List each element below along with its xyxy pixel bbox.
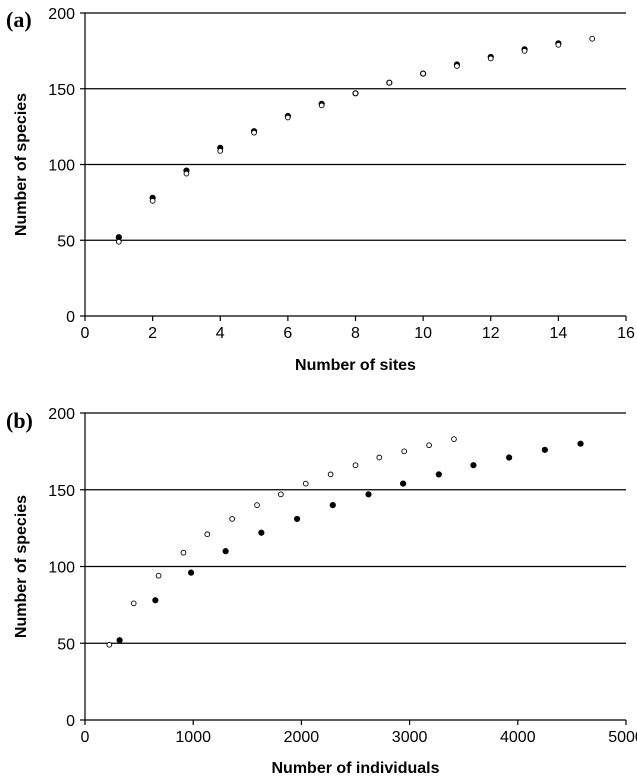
data-point-open — [426, 442, 432, 449]
data-point-open — [401, 448, 408, 455]
data-point-open — [229, 516, 236, 522]
data-point-open — [487, 55, 494, 62]
data-point-open — [251, 129, 257, 136]
data-point-filled — [293, 515, 301, 523]
x-tick-label: 14 — [549, 325, 567, 342]
data-point-open — [420, 70, 426, 77]
y-axis-title: Number of species — [13, 495, 30, 638]
data-point-filled — [152, 597, 159, 604]
data-point-open — [454, 63, 460, 69]
data-point-filled — [365, 491, 372, 498]
data-point-filled — [329, 502, 336, 509]
data-point-open — [589, 35, 596, 42]
x-tick-label: 10 — [414, 325, 432, 342]
data-point-open — [318, 102, 325, 109]
data-point-open — [521, 48, 528, 54]
x-axis-title: Number of individuals — [271, 760, 439, 777]
data-point-filled — [187, 569, 195, 576]
data-point-open — [386, 79, 393, 86]
data-point-open — [302, 480, 309, 487]
data-point-open — [352, 462, 359, 469]
y-tick-label: 100 — [48, 158, 75, 175]
data-point-filled — [116, 637, 123, 644]
data-point-open — [130, 600, 137, 607]
y-tick-label: 0 — [66, 713, 75, 730]
data-point-open — [115, 238, 122, 245]
x-axis-title: Number of sites — [295, 357, 416, 374]
data-point-open — [277, 491, 284, 498]
data-point-open — [217, 148, 224, 154]
data-point-filled — [400, 480, 407, 487]
y-tick-label: 100 — [48, 560, 75, 577]
data-point-open — [204, 531, 211, 538]
data-point-filled — [435, 471, 442, 478]
x-tick-label: 3000 — [392, 729, 428, 746]
data-point-open — [327, 471, 334, 478]
data-point-open — [254, 502, 260, 508]
x-tick-label: 4 — [216, 325, 225, 342]
x-tick-label: 1000 — [175, 729, 211, 746]
data-point-open — [155, 572, 162, 579]
y-tick-label: 50 — [57, 636, 75, 653]
y-tick-label: 150 — [48, 483, 75, 500]
data-point-filled — [541, 446, 548, 453]
x-tick-label: 2 — [148, 325, 157, 342]
x-tick-label: 4000 — [500, 729, 536, 746]
y-tick-label: 0 — [66, 309, 75, 326]
x-tick-label: 2000 — [284, 729, 320, 746]
data-point-filled — [506, 454, 513, 461]
y-tick-label: 150 — [48, 82, 75, 99]
data-point-filled — [577, 440, 584, 447]
x-tick-label: 5000 — [608, 729, 637, 746]
y-axis-title: Number of species — [13, 93, 30, 236]
data-point-open — [555, 41, 562, 48]
data-point-open — [352, 90, 359, 97]
panel-b-chart: 050100150200010002000300040005000Number … — [6, 406, 637, 777]
panel-a-chart: 0 50 100 150 200 0 2 4 6 8 10 12 14 16 Number of sites… — [6, 6, 635, 374]
data-point-open — [451, 436, 457, 442]
x-tick-label: 0 — [81, 325, 90, 342]
panel-label: (a) — [6, 7, 32, 32]
x-tick-label: 12 — [482, 325, 500, 342]
panel-label: (b) — [6, 408, 33, 433]
data-point-open — [376, 454, 383, 461]
data-point-filled — [470, 462, 477, 469]
data-point-open — [183, 170, 190, 177]
y-tick-label: 200 — [48, 6, 75, 23]
x-tick-label: 8 — [351, 325, 360, 342]
x-tick-label: 6 — [283, 325, 292, 342]
x-tick-label: 0 — [81, 729, 90, 746]
data-point-open — [285, 114, 291, 121]
x-tick-label: 16 — [617, 325, 635, 342]
data-point-filled — [222, 548, 229, 555]
data-point-open — [149, 198, 156, 204]
data-point-open — [180, 549, 187, 556]
data-point-open — [106, 641, 113, 648]
y-tick-label: 50 — [57, 233, 75, 250]
y-tick-label: 200 — [48, 406, 75, 423]
data-point-filled — [258, 529, 265, 536]
